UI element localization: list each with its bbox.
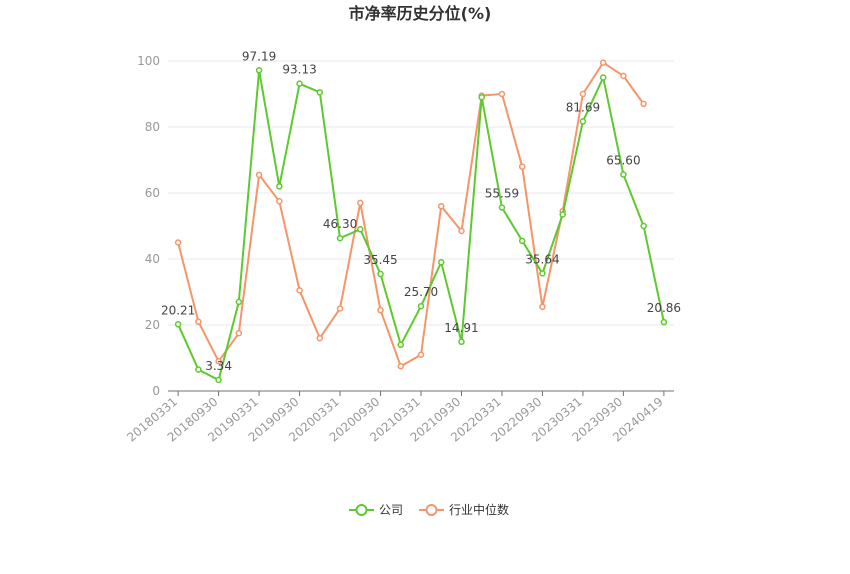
- data-point[interactable]: [498, 90, 506, 98]
- data-point[interactable]: [235, 330, 243, 337]
- data-label: 97.19: [242, 49, 276, 63]
- legend[interactable]: 公司 行业中位数: [349, 502, 509, 517]
- x-axis: 2018033120180930201903312019093020200331…: [124, 390, 674, 445]
- data-label: 65.60: [606, 154, 640, 168]
- legend-item-0[interactable]: 公司: [349, 503, 403, 517]
- data-point[interactable]: [620, 72, 627, 80]
- data-point[interactable]: [417, 351, 425, 358]
- data-label: 46.30: [323, 217, 357, 231]
- data-point[interactable]: [599, 74, 607, 81]
- data-point[interactable]: [174, 321, 182, 328]
- legend-marker: [425, 504, 438, 516]
- series-1: [174, 59, 647, 370]
- y-tick-label: 0: [152, 384, 160, 398]
- data-label: 20.21: [161, 303, 195, 317]
- series-0: [174, 67, 668, 384]
- y-tick-label: 20: [145, 318, 160, 332]
- data-point[interactable]: [417, 302, 425, 310]
- data-point[interactable]: [195, 366, 202, 373]
- data-point[interactable]: [397, 363, 405, 370]
- data-point[interactable]: [215, 358, 222, 365]
- data-label: 3.34: [205, 359, 232, 373]
- data-point[interactable]: [559, 211, 566, 218]
- data-point[interactable]: [599, 59, 607, 66]
- data-point[interactable]: [640, 222, 647, 230]
- data-label: 35.64: [525, 252, 559, 266]
- y-axis-ticks: 0 20 40 60 80 100: [137, 54, 160, 398]
- data-label: 35.45: [363, 253, 397, 267]
- data-point[interactable]: [316, 334, 324, 342]
- data-point[interactable]: [478, 94, 485, 101]
- series-line: [177, 61, 645, 368]
- series-group: [174, 59, 668, 384]
- data-point[interactable]: [518, 163, 526, 170]
- data-label: 55.59: [485, 187, 519, 201]
- data-point[interactable]: [215, 376, 222, 384]
- data-point[interactable]: [458, 338, 465, 346]
- data-point[interactable]: [397, 341, 405, 349]
- legend-item-1[interactable]: 行业中位数: [419, 502, 509, 517]
- data-point[interactable]: [235, 298, 243, 306]
- data-point[interactable]: [539, 270, 546, 277]
- data-point[interactable]: [174, 239, 182, 246]
- data-point[interactable]: [640, 100, 647, 108]
- data-point[interactable]: [518, 237, 526, 245]
- y-tick-label: 100: [137, 54, 160, 68]
- data-point[interactable]: [377, 306, 384, 314]
- data-point[interactable]: [620, 171, 627, 178]
- data-point[interactable]: [579, 118, 587, 125]
- data-point[interactable]: [437, 259, 445, 266]
- data-label: 93.13: [282, 63, 316, 77]
- data-point[interactable]: [437, 202, 445, 210]
- data-point[interactable]: [336, 234, 344, 242]
- data-point[interactable]: [336, 305, 344, 312]
- legend-label: 公司: [379, 503, 403, 517]
- legend-marker: [355, 504, 368, 516]
- series-line: [177, 70, 665, 382]
- data-label: 14.91: [444, 321, 478, 335]
- data-point[interactable]: [296, 80, 303, 87]
- data-labels: 20.21 3.34 97.19 93.13 46.30 35.45 25.70 14.91 5…: [161, 49, 681, 373]
- data-point[interactable]: [296, 287, 303, 294]
- data-point[interactable]: [357, 199, 364, 207]
- legend-label: 行业中位数: [449, 502, 509, 517]
- data-label: 25.70: [404, 285, 438, 299]
- data-point[interactable]: [498, 204, 506, 211]
- data-point[interactable]: [255, 67, 263, 74]
- data-point[interactable]: [458, 227, 465, 235]
- data-point[interactable]: [539, 303, 546, 311]
- data-point[interactable]: [316, 89, 324, 96]
- data-point[interactable]: [660, 318, 668, 326]
- y-tick-label: 80: [145, 120, 160, 134]
- data-point[interactable]: [276, 183, 283, 190]
- data-label: 81.69: [566, 100, 600, 114]
- y-tick-label: 60: [145, 186, 160, 200]
- data-point[interactable]: [579, 90, 587, 98]
- chart-title: 市净率历史分位(%): [349, 4, 492, 23]
- data-point[interactable]: [195, 318, 202, 325]
- data-point[interactable]: [276, 198, 283, 205]
- data-point[interactable]: [357, 226, 364, 233]
- grid: [168, 60, 674, 326]
- data-point[interactable]: [255, 171, 263, 179]
- data-point[interactable]: [377, 270, 384, 278]
- data-label: 20.86: [647, 301, 681, 315]
- y-tick-label: 40: [145, 252, 160, 266]
